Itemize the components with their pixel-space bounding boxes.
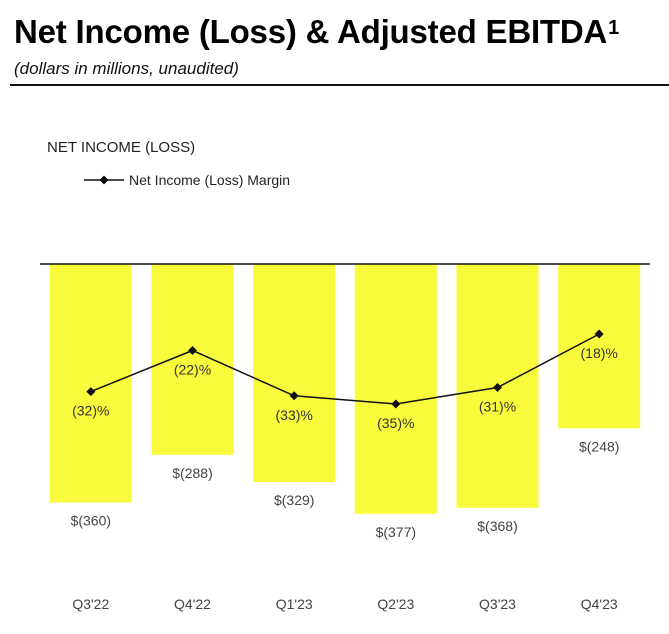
margin-value-label: (35)%: [377, 415, 414, 431]
x-tick-label: Q3'22: [72, 596, 109, 612]
margin-value-label: (33)%: [276, 407, 313, 423]
title-footnote-marker: 1: [608, 17, 620, 39]
margin-series-line: [90, 333, 600, 405]
bar-Q3'22: [49, 264, 132, 503]
legend-line-diamond-icon: [84, 175, 124, 185]
bar-value-label: $(288): [172, 465, 212, 481]
margin-point-marker: [289, 391, 299, 401]
margin-point-marker: [86, 387, 96, 397]
chart-legend: Net Income (Loss) Margin: [84, 170, 290, 190]
page-title-text: Net Income (Loss) & Adjusted EBITDA: [14, 13, 608, 50]
page-title: Net Income (Loss) & Adjusted EBITDA1: [14, 10, 619, 54]
bar-value-label: $(248): [579, 438, 619, 454]
margin-value-label: (32)%: [72, 403, 109, 419]
bar-Q2'23: [354, 264, 437, 514]
margin-point-marker: [594, 329, 604, 339]
x-tick-label: Q3'23: [479, 596, 516, 612]
margin-value-label: (31)%: [479, 399, 516, 415]
bar-value-label: $(368): [477, 518, 517, 534]
margin-value-label: (18)%: [581, 345, 618, 361]
x-tick-label: Q2'23: [377, 596, 414, 612]
title-divider: [10, 84, 669, 86]
bar-value-label: $(377): [376, 524, 416, 540]
margin-point-marker: [391, 399, 401, 409]
bar-value-label: $(329): [274, 492, 314, 508]
x-tick-label: Q4'23: [581, 596, 618, 612]
x-tick-label: Q4'22: [174, 596, 211, 612]
bar-Q1'23: [253, 264, 336, 482]
margin-point-marker: [493, 383, 502, 393]
bar-Q4'22: [151, 264, 234, 455]
bar-Q4'23: [558, 264, 641, 429]
chart-title: NET INCOME (LOSS): [47, 139, 196, 156]
page-subtitle: (dollars in millions, unaudited): [14, 59, 239, 78]
legend-label-margin: Net Income (Loss) Margin: [129, 172, 291, 188]
bar-value-label: $(360): [71, 513, 111, 529]
margin-value-label: (22)%: [174, 362, 211, 378]
margin-point-marker: [188, 345, 197, 355]
x-tick-label: Q1'23: [276, 596, 313, 612]
